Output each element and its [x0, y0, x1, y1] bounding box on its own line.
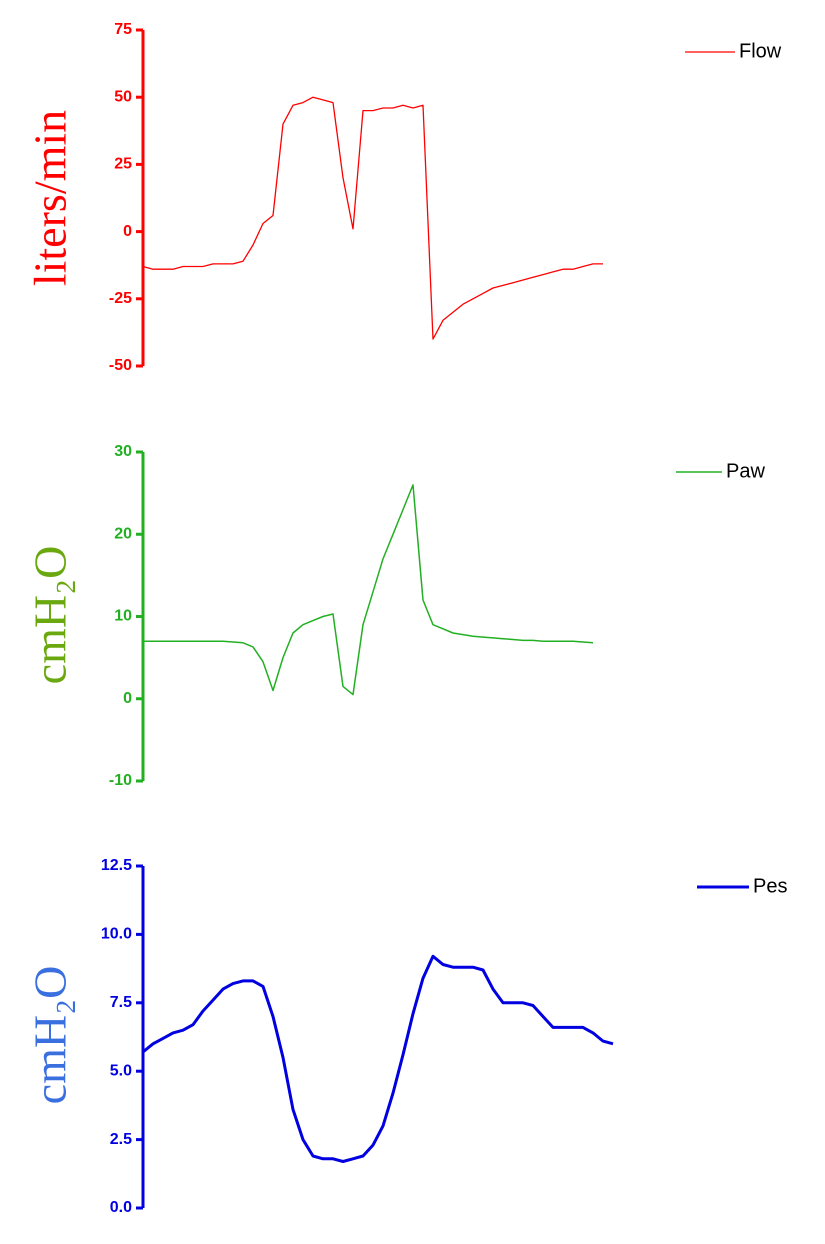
y-tick-label: 20: [114, 525, 132, 542]
y-tick-label: 30: [114, 443, 132, 460]
y-tick-label: 12.5: [101, 857, 132, 874]
y-tick-label: 10.0: [101, 926, 132, 943]
y-tick-label: 2.5: [110, 1131, 132, 1148]
y-axis-label: cmH₂O: [25, 966, 76, 1105]
series-line: [142, 96, 603, 340]
legend-label: Flow: [739, 40, 782, 62]
y-tick-label: 0: [123, 223, 132, 240]
y-tick-label: 5.0: [110, 1062, 132, 1079]
series-line: [142, 954, 614, 1163]
legend-label: Pes: [753, 875, 787, 897]
y-tick-label: 50: [114, 88, 132, 105]
y-tick-label: 0.0: [110, 1199, 132, 1216]
y-axis-label: cmH₂O: [25, 546, 76, 685]
y-tick-label: -10: [109, 772, 132, 789]
y-tick-label: -50: [109, 357, 132, 374]
y-tick-label: 7.5: [110, 994, 132, 1011]
y-tick-label: -25: [109, 290, 132, 307]
y-tick-label: 0: [123, 690, 132, 707]
y-tick-label: 10: [114, 608, 132, 625]
legend-label: Paw: [726, 460, 765, 482]
series-line: [143, 484, 594, 696]
y-tick-label: 75: [114, 21, 132, 38]
y-tick-label: 25: [114, 156, 132, 173]
y-axis-label: liters/min: [25, 110, 76, 286]
